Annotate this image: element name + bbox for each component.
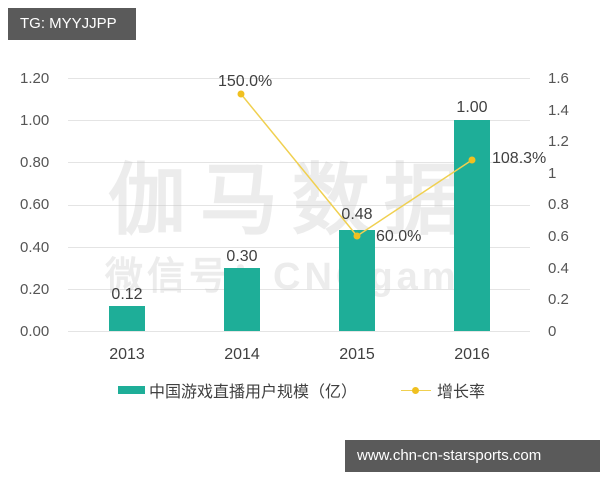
left-axis-tick: 0.80 [20,154,50,171]
chart-legend: 中国游戏直播用户规模（亿） 增长率 [118,380,486,401]
bar-2013 [109,306,145,331]
x-axis-label: 2016 [454,346,490,363]
right-axis-tick: 0.8 [548,196,569,213]
bar-2015 [339,230,375,331]
right-axis-tick: 1.4 [548,102,569,119]
right-axis-tick: 0.6 [548,228,569,245]
gridline [68,120,530,121]
bar-2014 [224,268,260,331]
line-legend-label: 增长率 [437,384,486,401]
x-axis-label: 2013 [109,346,145,363]
right-axis-tick: 0 [548,323,557,340]
rate-marker [237,90,245,98]
right-axis-tick: 0.2 [548,291,569,308]
right-axis-tick: 1.6 [548,70,569,87]
right-axis-tick: 1 [548,165,557,182]
gridline [68,331,530,332]
gridline [68,78,530,79]
line-legend-marker-icon [401,384,432,396]
bar-value-label: 1.00 [456,99,488,116]
bar-value-label: 0.48 [341,206,373,223]
left-axis-tick: 0.20 [20,281,50,298]
bar-2016 [454,120,490,331]
right-axis-tick: 1.2 [548,133,569,150]
right-axis-tick: 0.4 [548,260,569,277]
rate-value-label: 150.0% [218,73,273,90]
gridline [68,289,530,290]
x-axis-label: 2014 [224,346,260,363]
rate-marker [468,156,476,164]
bar-legend-swatch-icon [118,386,145,394]
bar-value-label: 0.12 [111,286,143,303]
rate-value-label: 108.3% [492,150,547,167]
gridline [68,205,530,206]
left-axis-tick: 0.60 [20,196,50,213]
site-url-tag: www.chn-cn-starsports.com [345,440,600,472]
tg-tag: TG: MYYJJPP [8,8,136,40]
bar-value-label: 0.30 [226,248,258,265]
bar-legend-label: 中国游戏直播用户规模（亿） [149,384,358,401]
left-axis-tick: 0.00 [20,323,50,340]
x-axis-label: 2015 [339,346,375,363]
rate-value-label: 60.0% [376,228,422,245]
left-axis-tick: 0.40 [20,239,50,256]
gridline [68,162,530,163]
rate-marker [353,232,361,240]
left-axis-tick: 1.20 [20,70,50,87]
left-axis-tick: 1.00 [20,112,50,129]
gridline [68,247,530,248]
